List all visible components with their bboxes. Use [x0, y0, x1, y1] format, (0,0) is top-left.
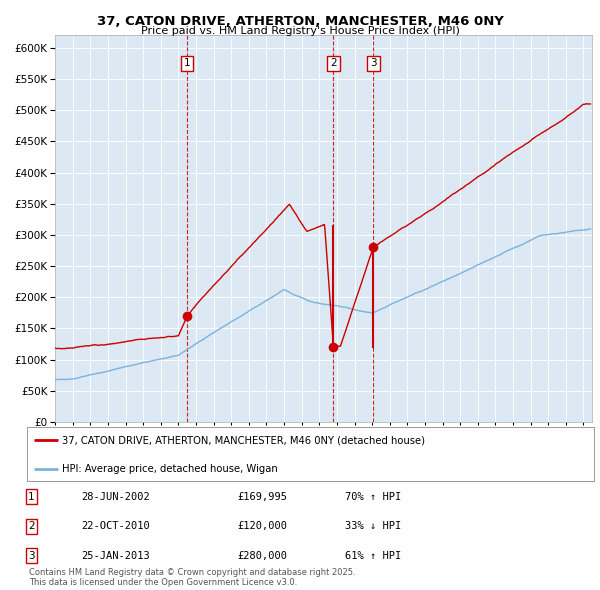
Text: 37, CATON DRIVE, ATHERTON, MANCHESTER, M46 0NY: 37, CATON DRIVE, ATHERTON, MANCHESTER, M…: [97, 15, 503, 28]
Text: Price paid vs. HM Land Registry's House Price Index (HPI): Price paid vs. HM Land Registry's House …: [140, 26, 460, 36]
Text: 1: 1: [184, 58, 190, 68]
Text: 1: 1: [28, 492, 35, 502]
Text: 25-JAN-2013: 25-JAN-2013: [81, 551, 150, 560]
Text: 22-OCT-2010: 22-OCT-2010: [81, 522, 150, 531]
Text: 70% ↑ HPI: 70% ↑ HPI: [345, 492, 401, 502]
Text: Contains HM Land Registry data © Crown copyright and database right 2025.
This d: Contains HM Land Registry data © Crown c…: [29, 568, 355, 587]
Text: 37, CATON DRIVE, ATHERTON, MANCHESTER, M46 0NY (detached house): 37, CATON DRIVE, ATHERTON, MANCHESTER, M…: [62, 435, 425, 445]
Text: 3: 3: [28, 551, 35, 560]
Text: 61% ↑ HPI: 61% ↑ HPI: [345, 551, 401, 560]
Text: HPI: Average price, detached house, Wigan: HPI: Average price, detached house, Wiga…: [62, 464, 278, 474]
Text: £280,000: £280,000: [237, 551, 287, 560]
Text: 2: 2: [330, 58, 337, 68]
Text: 3: 3: [370, 58, 377, 68]
Text: £169,995: £169,995: [237, 492, 287, 502]
Text: 2: 2: [28, 522, 35, 531]
Text: 28-JUN-2002: 28-JUN-2002: [81, 492, 150, 502]
Text: 33% ↓ HPI: 33% ↓ HPI: [345, 522, 401, 531]
Text: £120,000: £120,000: [237, 522, 287, 531]
